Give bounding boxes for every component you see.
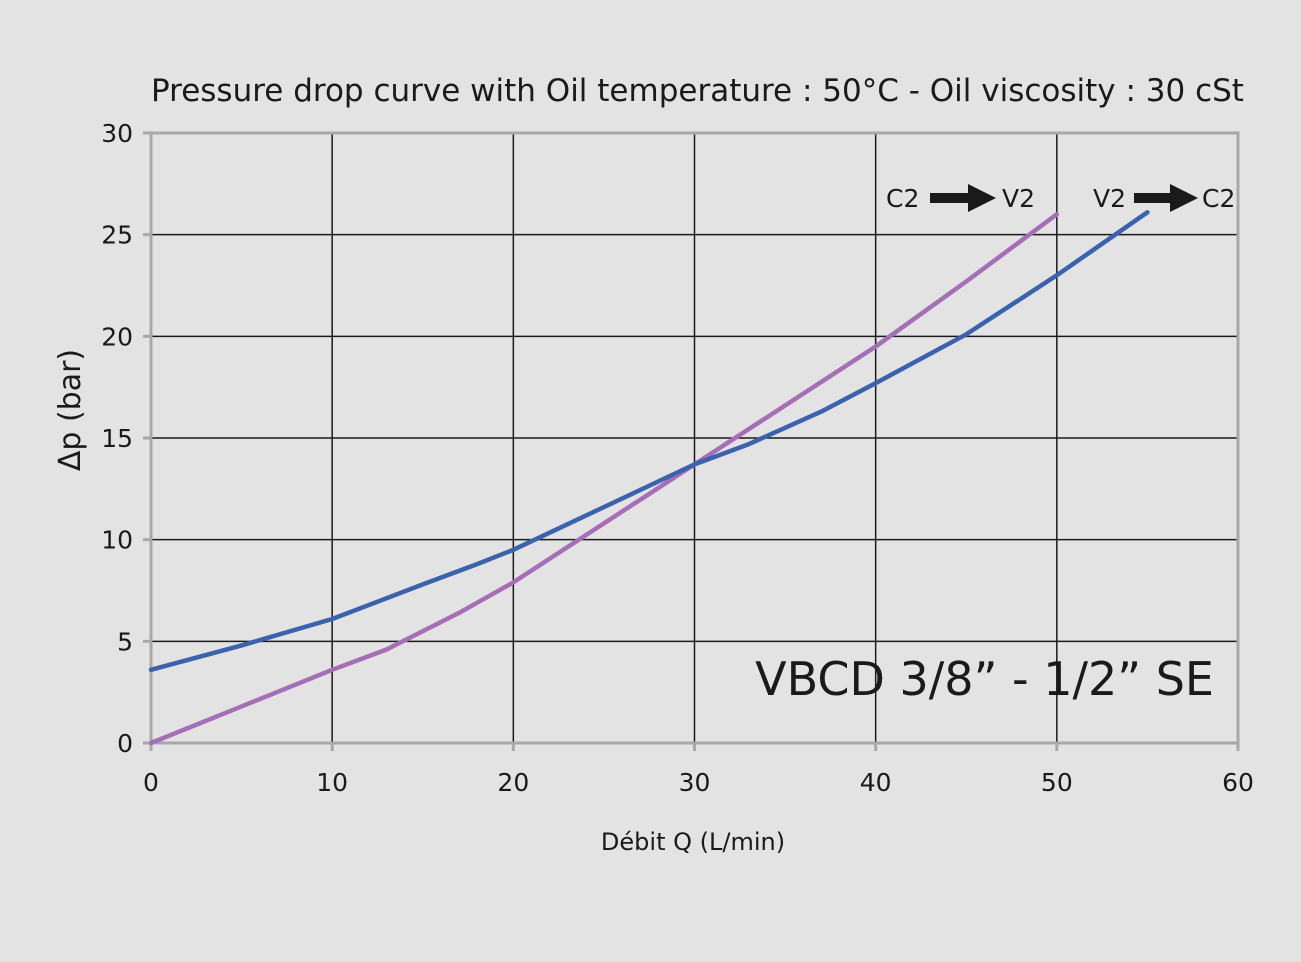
x-tick-label: 40 <box>860 768 892 797</box>
x-tick-label: 0 <box>143 768 159 797</box>
y-tick-labels: 0 5 10 15 20 25 30 <box>101 119 133 758</box>
x-tick-label: 10 <box>316 768 348 797</box>
y-tick-label: 0 <box>117 729 133 758</box>
legend-to-label: V2 <box>1002 184 1035 213</box>
x-tick-labels: 0 10 20 30 40 50 60 <box>143 768 1254 797</box>
x-tick-label: 20 <box>497 768 529 797</box>
x-axis-label: Débit Q (L/min) <box>601 828 785 856</box>
y-tick-label: 15 <box>101 424 133 453</box>
legend-from-label: C2 <box>886 184 919 213</box>
legend-from-label: V2 <box>1093 184 1126 213</box>
y-tick-label: 10 <box>101 526 133 555</box>
series-line-0 <box>148 212 1060 746</box>
y-tick-label: 25 <box>101 221 133 250</box>
chart-title: Pressure drop curve with Oil temperature… <box>151 73 1244 109</box>
y-tick-label: 5 <box>117 627 133 656</box>
arrow-right-icon <box>1134 184 1198 212</box>
legend-entry-v2-c2: V2 C2 <box>1093 184 1235 213</box>
series-layer <box>148 210 1150 746</box>
legend-to-label: C2 <box>1202 184 1235 213</box>
plot-frame <box>149 131 1240 745</box>
model-annotation: VBCD 3/8” - 1/2” SE <box>755 652 1214 706</box>
x-tick-label: 60 <box>1222 768 1254 797</box>
y-axis-label: Δp (bar) <box>53 349 88 471</box>
x-tick-label: 50 <box>1041 768 1073 797</box>
x-tick-label: 30 <box>679 768 711 797</box>
y-tick-label: 30 <box>101 119 133 148</box>
plot-area <box>143 131 1240 751</box>
arrow-right-icon <box>930 184 996 212</box>
legend-entry-c2-v2: C2 V2 <box>886 184 1035 213</box>
series-line-1 <box>148 210 1150 673</box>
grid <box>143 131 1240 751</box>
y-tick-label: 20 <box>101 322 133 351</box>
